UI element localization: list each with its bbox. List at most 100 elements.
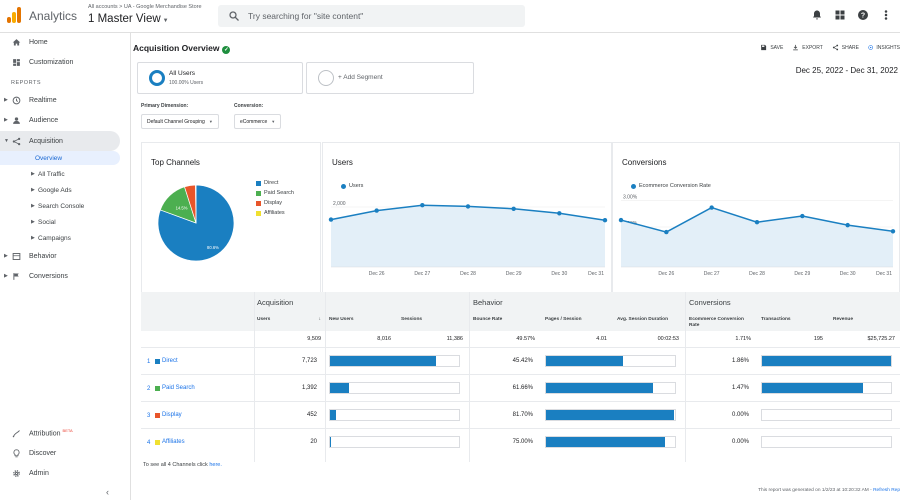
data-point[interactable] bbox=[845, 222, 850, 228]
group-header-conversions: Conversions bbox=[689, 298, 731, 307]
x-tick-label: Dec 31 bbox=[588, 271, 604, 277]
column-header-new-users[interactable]: New Users bbox=[329, 317, 354, 322]
refresh-report-link[interactable]: Refresh Rep bbox=[873, 488, 900, 493]
x-tick-label: Dec 29 bbox=[794, 271, 810, 277]
conversion-dropdown[interactable]: eCommerce ▼ bbox=[234, 114, 282, 129]
view-selector[interactable]: 1 Master View ▼ bbox=[88, 13, 169, 25]
sidebar-item-behavior[interactable]: ▶ Behavior bbox=[0, 248, 120, 264]
x-tick-label: Dec 29 bbox=[506, 271, 522, 277]
column-header-bounce-rate[interactable]: Bounce Rate bbox=[473, 317, 503, 322]
beta-badge: BETA bbox=[62, 428, 73, 434]
help-icon[interactable]: ? bbox=[857, 9, 869, 21]
sidebar-subitem-campaigns[interactable]: ▶ Campaigns bbox=[0, 231, 120, 245]
sidebar-item-label: Audience bbox=[29, 116, 59, 124]
bar-fill bbox=[330, 437, 332, 447]
data-point[interactable] bbox=[374, 208, 379, 213]
row-transactions-bar bbox=[761, 409, 892, 421]
row-pages-session-bar bbox=[545, 409, 676, 421]
data-point[interactable] bbox=[618, 217, 624, 223]
row-conversion-rate: 1.47% bbox=[731, 385, 749, 391]
gear-icon bbox=[13, 469, 20, 477]
primary-dimension-dropdown[interactable]: Default Channel Grouping ▼ bbox=[141, 114, 219, 129]
report-actions: SAVE EXPORT SHARE INSIGHTS bbox=[760, 44, 900, 51]
sidebar-item-admin[interactable]: Admin bbox=[0, 465, 120, 481]
sidebar-item-label: Conversions bbox=[29, 272, 68, 280]
share-button[interactable]: SHARE bbox=[832, 44, 859, 51]
row-rank: 1 bbox=[147, 359, 151, 365]
row-channel-link[interactable]: Direct bbox=[162, 358, 178, 364]
sidebar-item-customization[interactable]: Customization bbox=[0, 54, 120, 70]
sidebar-item-realtime[interactable]: ▶ Realtime bbox=[0, 92, 120, 108]
lightbulb-icon bbox=[13, 448, 20, 457]
x-tick-label: Dec 28 bbox=[749, 271, 765, 277]
row-channel-link[interactable]: Affiliates bbox=[162, 439, 185, 445]
sidebar-item-acquisition[interactable]: ▼ Acquisition bbox=[0, 131, 120, 151]
attribution-icon bbox=[12, 429, 20, 437]
sidebar-item-label: Acquisition bbox=[29, 137, 63, 145]
sidebar-item-home[interactable]: Home bbox=[0, 34, 120, 50]
search-box[interactable]: Try searching for "site content" bbox=[218, 5, 525, 27]
save-button[interactable]: SAVE bbox=[760, 44, 783, 51]
sidebar-subitem-overview[interactable]: Overview bbox=[0, 151, 120, 165]
expand-arrow-icon: ▶ bbox=[4, 117, 8, 123]
sidebar-item-attribution[interactable]: Attribution BETA bbox=[0, 425, 120, 441]
sidebar-subitem-search-console[interactable]: ▶ Search Console bbox=[0, 199, 120, 213]
column-header-ecommerce-conversion-rate[interactable]: Ecommerce Conversion Rate bbox=[689, 317, 744, 328]
add-segment-label: + Add Segment bbox=[338, 74, 383, 81]
row-conversion-rate: 1.86% bbox=[731, 358, 749, 364]
column-header-avg-session-duration[interactable]: Avg. Session Duration bbox=[617, 317, 668, 322]
data-point[interactable] bbox=[800, 213, 805, 219]
collapse-sidebar-icon[interactable]: ‹ bbox=[106, 487, 109, 497]
legend-item-display: Display bbox=[256, 198, 294, 208]
table-row: 1 Direct 7,723 45.42% 1.86% bbox=[141, 347, 900, 374]
more-vert-icon[interactable] bbox=[880, 9, 892, 21]
column-header-users[interactable]: Users ↓ bbox=[257, 317, 325, 323]
column-header-pages-session[interactable]: Pages / Session bbox=[545, 317, 582, 322]
data-point[interactable] bbox=[328, 217, 334, 222]
data-point[interactable] bbox=[557, 211, 562, 216]
add-segment-button[interactable]: + Add Segment bbox=[306, 62, 474, 94]
bell-icon[interactable] bbox=[811, 9, 823, 21]
series-area bbox=[331, 205, 605, 267]
column-divider bbox=[254, 292, 255, 462]
sidebar-subitem-all-traffic[interactable]: ▶ All Traffic bbox=[0, 167, 120, 181]
sidebar-item-label: Attribution bbox=[29, 430, 61, 438]
sidebar-subitem-google-ads[interactable]: ▶ Google Ads bbox=[0, 183, 120, 197]
sidebar-subitem-social[interactable]: ▶ Social bbox=[0, 215, 120, 229]
caret-down-icon: ▼ bbox=[208, 119, 213, 124]
data-point[interactable] bbox=[511, 206, 516, 211]
insights-icon bbox=[868, 45, 873, 50]
see-all-link[interactable]: here. bbox=[209, 462, 222, 468]
date-range-picker[interactable]: Dec 25, 2022 - Dec 31, 2022 bbox=[795, 66, 898, 75]
analytics-logo[interactable] bbox=[7, 7, 21, 23]
data-point[interactable] bbox=[420, 203, 425, 208]
column-header-transactions[interactable]: Transactions bbox=[761, 317, 791, 322]
sidebar-item-conversions[interactable]: ▶ Conversions bbox=[0, 268, 120, 284]
data-point[interactable] bbox=[890, 229, 896, 234]
expand-arrow-icon: ▶ bbox=[4, 97, 8, 103]
add-segment-indicator bbox=[318, 70, 334, 86]
data-point[interactable] bbox=[754, 220, 760, 225]
column-header-revenue[interactable]: Revenue bbox=[833, 317, 853, 322]
row-channel-link[interactable]: Paid Search bbox=[162, 385, 195, 391]
data-point[interactable] bbox=[465, 204, 471, 209]
row-channel-link[interactable]: Display bbox=[162, 412, 182, 418]
data-point[interactable] bbox=[664, 229, 669, 235]
row-bounce-rate: 75.00% bbox=[512, 439, 533, 445]
column-header-sessions[interactable]: Sessions bbox=[401, 317, 423, 322]
report-generated-note: This report was generated on 1/2/23 at 1… bbox=[758, 488, 900, 493]
conversions-title: Conversions bbox=[622, 158, 667, 167]
apps-grid-icon[interactable] bbox=[834, 9, 846, 21]
x-tick-label: Dec 27 bbox=[704, 271, 720, 277]
users-title: Users bbox=[332, 158, 353, 167]
segment-all-users[interactable]: All Users 100.00% Users bbox=[137, 62, 303, 94]
breadcrumb[interactable]: All accounts > UA - Google Merchandise S… bbox=[88, 4, 202, 10]
sidebar-item-discover[interactable]: Discover bbox=[0, 445, 120, 461]
data-point[interactable] bbox=[709, 205, 714, 210]
export-button[interactable]: EXPORT bbox=[792, 44, 823, 51]
insights-button[interactable]: INSIGHTS bbox=[868, 44, 900, 51]
sidebar-item-audience[interactable]: ▶ Audience bbox=[0, 112, 120, 128]
conversion-label: Conversion: bbox=[234, 103, 264, 109]
data-point[interactable] bbox=[602, 218, 608, 223]
